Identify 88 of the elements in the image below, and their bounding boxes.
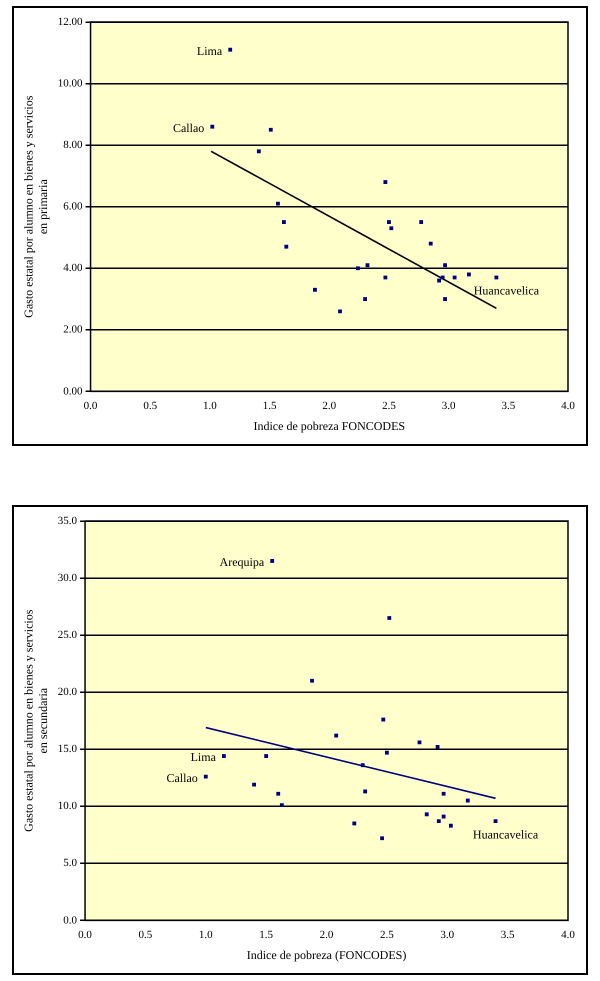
x-tick-label: 0.0	[78, 928, 92, 941]
x-tick-label: 2.0	[320, 928, 334, 941]
x-tick-label: 3.0	[440, 928, 455, 941]
point	[363, 297, 367, 301]
point	[437, 278, 442, 282]
annotation: Lima	[190, 750, 217, 764]
x-tick-label: 0.0	[84, 400, 98, 412]
x-tick-label: 3.5	[500, 928, 516, 941]
y-tick-label: 12.00	[58, 16, 84, 28]
point	[384, 750, 389, 755]
annotation: Huancavelica	[472, 827, 539, 842]
y-tick-label: 10.0	[58, 800, 78, 812]
y-tick-label: 4.00	[63, 262, 84, 274]
y-axis-title: Gasto estatal por alumno en bienes y servicios en primaria	[21, 95, 50, 318]
point	[494, 276, 498, 280]
annotation: Arequipa	[220, 555, 265, 570]
annotation: Lima	[196, 44, 223, 58]
point	[222, 754, 226, 758]
point	[252, 782, 256, 787]
point	[443, 263, 447, 268]
y-tick-label: 0.0	[63, 914, 78, 926]
point	[466, 798, 470, 802]
y-tick-label: 5.0	[63, 857, 78, 870]
point	[204, 774, 208, 779]
point	[363, 790, 368, 794]
point	[383, 276, 388, 280]
point	[419, 220, 424, 224]
point	[387, 220, 391, 224]
point	[387, 616, 392, 620]
x-tick-label: 1.0	[203, 400, 218, 412]
point	[452, 276, 457, 280]
x-tick-label: 0.5	[138, 928, 153, 941]
point	[282, 220, 286, 224]
annotation: Huancavelica	[474, 284, 540, 298]
x-tick-label: 3.5	[501, 400, 516, 412]
point	[334, 734, 338, 738]
x-tick-label: 2.0	[322, 400, 337, 412]
x-tick-label: 3.0	[442, 400, 456, 412]
x-tick-label: 2.5	[382, 400, 396, 412]
x-tick-label: 1.5	[259, 928, 274, 941]
y-tick-label: 0.00	[63, 385, 84, 398]
x-axis-title: Indice de pobreza (FONCODES)	[246, 948, 406, 962]
y-tick-label: 2.00	[63, 324, 84, 336]
y-axis-title: Gasto estatal por alumno en bienes y servicios en secundaria	[21, 609, 50, 832]
point	[264, 754, 268, 758]
point	[313, 288, 317, 292]
point	[494, 819, 498, 824]
point	[448, 824, 453, 828]
point	[310, 678, 314, 683]
y-tick-label: 30.0	[58, 572, 78, 584]
point	[276, 202, 280, 206]
point	[428, 242, 433, 246]
point	[442, 814, 446, 818]
y-tick-label: 8.00	[63, 139, 84, 152]
point	[280, 803, 284, 808]
point	[338, 309, 342, 314]
point	[381, 718, 386, 722]
point	[366, 263, 370, 268]
x-tick-label: 4.0	[561, 400, 576, 412]
point	[442, 792, 446, 796]
point	[436, 819, 441, 824]
y-tick-label: 35.0	[58, 514, 78, 527]
point	[418, 740, 422, 744]
x-tick-label: 4.0	[561, 928, 576, 941]
x-tick-label: 0.5	[143, 400, 158, 412]
point	[256, 149, 261, 154]
point	[436, 745, 440, 749]
point	[389, 226, 394, 230]
x-tick-label: 1.5	[262, 400, 277, 412]
point	[467, 272, 471, 276]
y-tick-label: 20.0	[58, 686, 78, 698]
point	[352, 821, 356, 826]
y-tick-label: 25.0	[58, 629, 78, 642]
point	[443, 297, 447, 301]
point	[270, 559, 274, 563]
point	[380, 836, 384, 840]
x-tick-label: 2.5	[380, 928, 394, 941]
point	[356, 266, 360, 270]
x-axis-title: Indice de pobreza FONCODES	[253, 418, 406, 433]
y-tick-label: 10.00	[58, 77, 84, 90]
y-tick-label: 15.0	[58, 743, 78, 756]
annotation: Callao	[166, 770, 198, 785]
point	[210, 124, 214, 129]
point	[440, 276, 445, 280]
y-tick-label: 6.00	[63, 200, 84, 213]
point	[383, 180, 388, 184]
annotation: Callao	[172, 120, 204, 135]
x-tick-label: 1.0	[198, 928, 214, 941]
